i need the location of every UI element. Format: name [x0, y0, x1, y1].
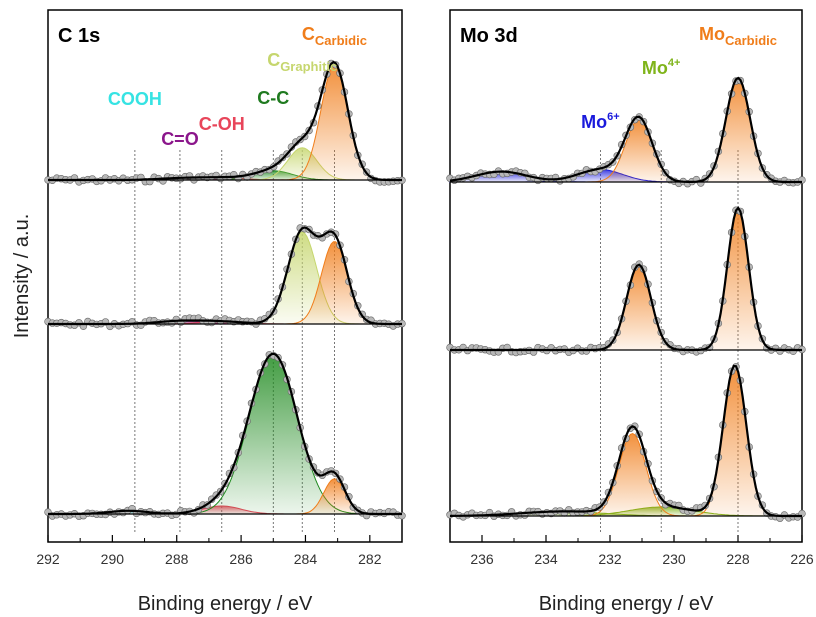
peak-label: Mo4+ [642, 57, 681, 78]
peak-label: C=O [161, 129, 199, 149]
y-axis-title: Intensity / a.u. [11, 214, 33, 339]
fit-envelope [450, 206, 802, 352]
panel-c1s-frame [47, 9, 403, 543]
peak-label: MoCarbidic [699, 24, 777, 48]
x-tick-label: 230 [662, 551, 686, 567]
fit-envelope [449, 76, 802, 184]
peak-label: C-C [257, 88, 289, 108]
fit-component-c-c [48, 353, 402, 515]
panel-c1s: 292 290 288 286 284 282 COOH C=OC-OH C-C CGraphit… [36, 24, 406, 567]
x-tick-label: 234 [534, 551, 558, 567]
x-tick-label: 286 [229, 551, 253, 567]
x-tick-label: 292 [36, 551, 60, 567]
panel-mo3d: 236 234 232 230 228 226 Mo6+ Mo4+ MoCarbidic [446, 24, 814, 567]
x-tick-label: 232 [598, 551, 622, 567]
peak-label: CGraphitic [267, 50, 337, 74]
peak-label: C-OH [199, 114, 245, 134]
x-tick-label: 236 [470, 551, 494, 567]
x-tick-label: 284 [294, 551, 318, 567]
x-tick-label: 226 [790, 551, 814, 567]
fit-envelope [48, 60, 402, 182]
x-tick-label: 290 [101, 551, 125, 567]
fit-envelope [48, 352, 402, 516]
x-tick-label: 228 [726, 551, 750, 567]
panel-mo3d-frame [449, 9, 803, 543]
x-tick-label: 282 [358, 551, 382, 567]
mo3d-x-axis-title: Binding energy / eV [539, 593, 714, 615]
peak-label: COOH [108, 89, 162, 109]
peak-label: Mo6+ [581, 111, 620, 132]
x-tick-label: 288 [165, 551, 189, 567]
fit-envelope [450, 364, 802, 518]
fit-envelope [48, 226, 402, 326]
c1s-x-axis-title: Binding energy / eV [138, 593, 313, 615]
panel-c1s-title: C 1s [58, 25, 100, 47]
panel-mo3d-title: Mo 3d [460, 25, 518, 47]
peak-label: CCarbidic [302, 24, 367, 48]
